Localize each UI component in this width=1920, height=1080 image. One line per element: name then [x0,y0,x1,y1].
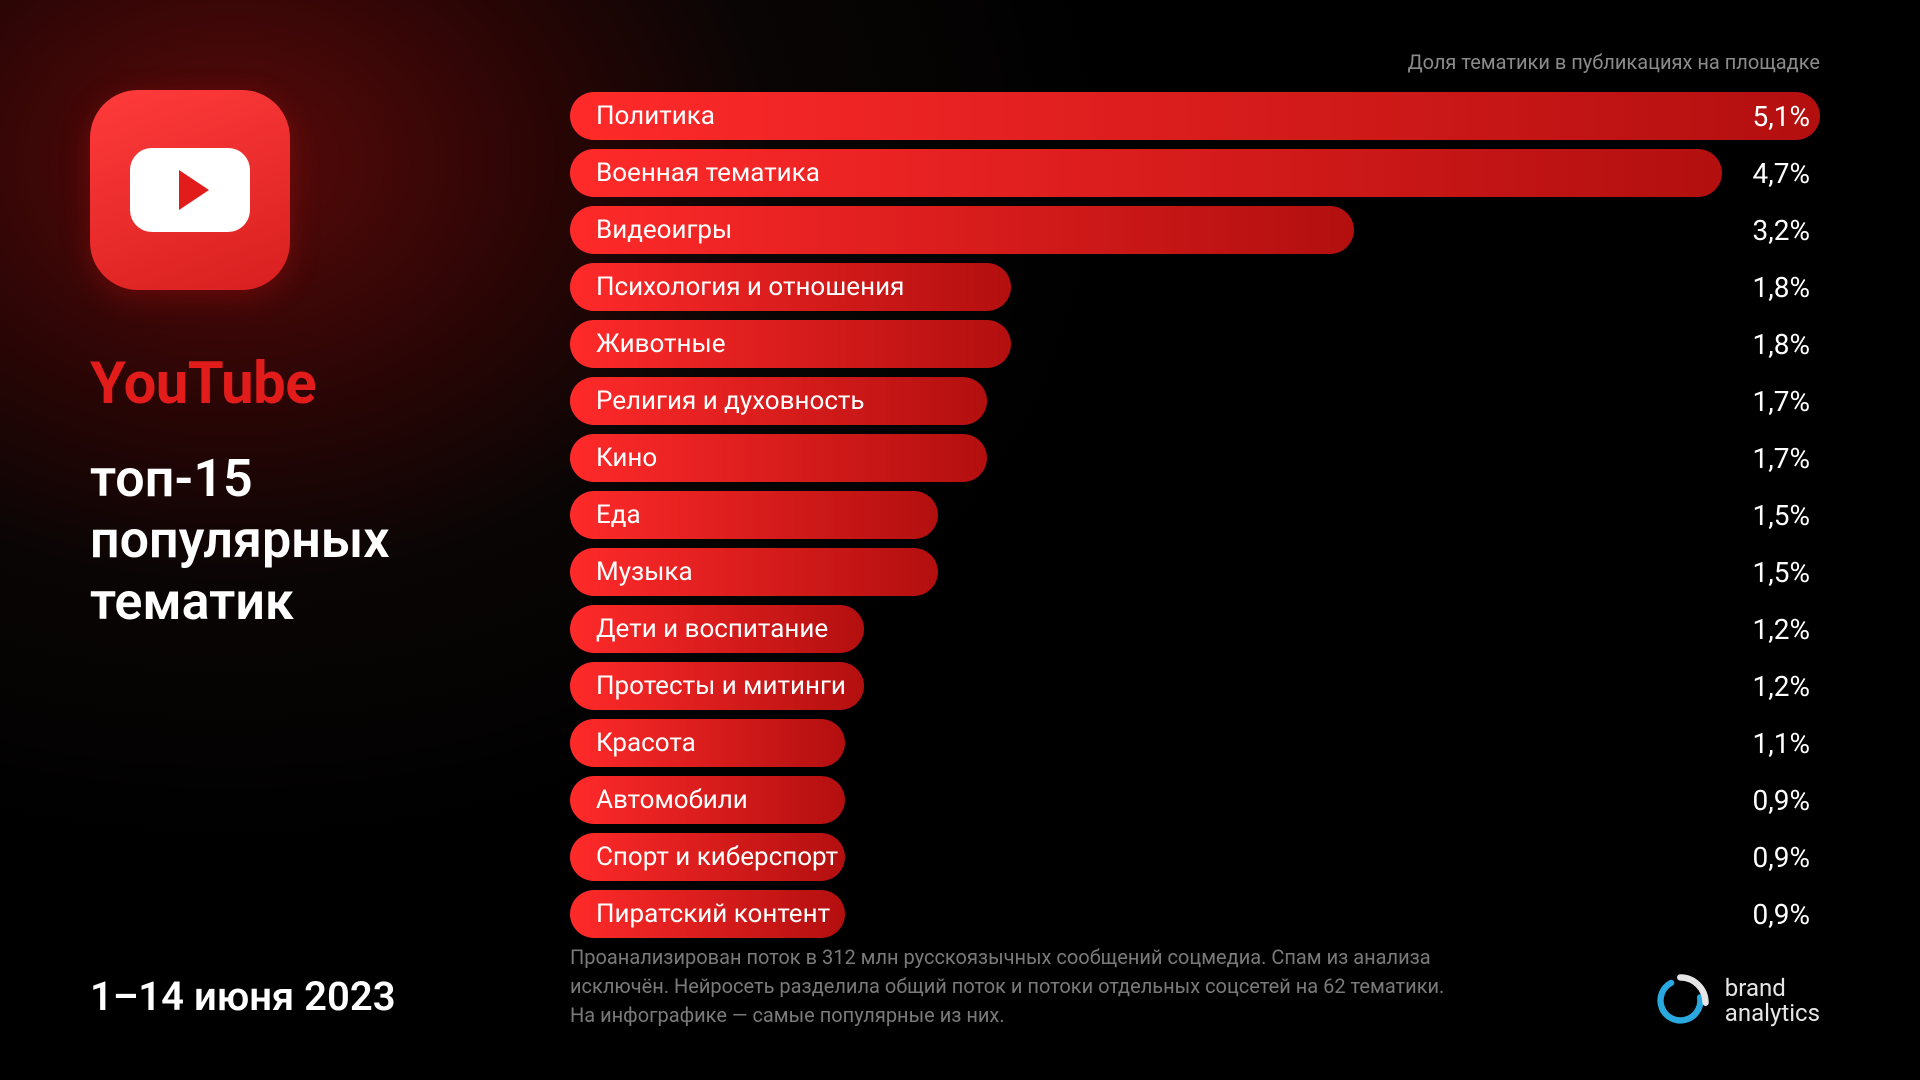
bar-percent: 1,5% [1753,499,1811,532]
brand-logo: brand analytics [1653,972,1820,1030]
subtitle: топ-15 популярных тематик [90,448,430,632]
bar-row: Религия и духовность 1,7% [570,377,1820,425]
bar-label: Автомобили [596,785,748,815]
youtube-app-icon [90,90,290,290]
bar-percent: 1,8% [1753,271,1811,304]
bar-label: Спорт и киберспорт [596,842,838,872]
footer: Проанализирован поток в 312 млн русскояз… [570,943,1820,1030]
bar: Видеоигры [570,206,1354,254]
bar-label: Музыка [596,557,693,587]
bar-label: Религия и духовность [596,386,865,416]
bar: Животные [570,320,1011,368]
bar-row: Спорт и киберспорт 0,9% [570,833,1820,881]
bar: Автомобили [570,776,845,824]
bar: Спорт и киберспорт [570,833,845,881]
bar-label: Дети и воспитание [596,614,828,644]
brand-line1: brand [1725,976,1820,1001]
brand-line2: analytics [1725,1001,1820,1026]
chart-area: Доля тематики в публикациях на площадке … [570,50,1820,1030]
bar-label: Еда [596,500,641,530]
bar-label: Политика [596,101,715,131]
bar: Музыка [570,548,938,596]
bar-list: Политика 5,1% Военная тематика 4,7% Видеоигр… [570,92,1820,938]
bar-percent: 1,2% [1753,613,1811,646]
bar-row: Протесты и митинги 1,2% [570,662,1820,710]
bar: Религия и духовность [570,377,987,425]
bar-row: Пиратский контент 0,9% [570,890,1820,938]
bar-label: Пиратский контент [596,899,830,929]
bar-row: Музыка 1,5% [570,548,1820,596]
bar-row: Видеоигры 3,2% [570,206,1820,254]
bar-row: Дети и воспитание 1,2% [570,605,1820,653]
bar-row: Красота 1,1% [570,719,1820,767]
bar-label: Психология и отношения [596,272,904,302]
bar-row: Психология и отношения 1,8% [570,263,1820,311]
bar: Психология и отношения [570,263,1011,311]
bar: Протесты и митинги [570,662,864,710]
bar-label: Видеоигры [596,215,732,245]
bar-percent: 1,2% [1753,670,1811,703]
bar-label: Красота [596,728,696,758]
bar-percent: 1,7% [1753,385,1811,418]
bar: Дети и воспитание [570,605,864,653]
bar: Пиратский контент [570,890,845,938]
bar-percent: 5,1% [1753,100,1811,133]
bar-label: Животные [596,329,726,359]
bar-row: Животные 1,8% [570,320,1820,368]
bar-label: Военная тематика [596,158,820,188]
bar-row: Еда 1,5% [570,491,1820,539]
bar-percent: 0,9% [1753,841,1811,874]
bar-percent: 3,2% [1753,214,1811,247]
footnote: Проанализирован поток в 312 млн русскояз… [570,943,1470,1030]
date-range: 1–14 июня 2023 [90,973,396,1020]
bar: Политика [570,92,1820,140]
brand-mark-icon [1653,972,1711,1030]
bar-row: Политика 5,1% [570,92,1820,140]
play-triangle-icon [179,170,209,210]
bar-percent: 0,9% [1753,898,1811,931]
bar-label: Протесты и митинги [596,671,846,701]
bar-label: Кино [596,443,657,473]
bar: Еда [570,491,938,539]
bar: Военная тематика [570,149,1722,197]
chart-caption: Доля тематики в публикациях на площадке [570,50,1820,74]
bar-percent: 1,1% [1753,727,1811,760]
bar: Кино [570,434,987,482]
platform-name: YouTube [90,350,430,418]
bar-percent: 1,7% [1753,442,1811,475]
left-panel: YouTube топ-15 популярных тематик [90,90,430,632]
bar-percent: 1,8% [1753,328,1811,361]
bar-percent: 4,7% [1753,157,1811,190]
bar-percent: 1,5% [1753,556,1811,589]
bar-row: Кино 1,7% [570,434,1820,482]
bar-row: Военная тематика 4,7% [570,149,1820,197]
bar: Красота [570,719,845,767]
bar-percent: 0,9% [1753,784,1811,817]
bar-row: Автомобили 0,9% [570,776,1820,824]
